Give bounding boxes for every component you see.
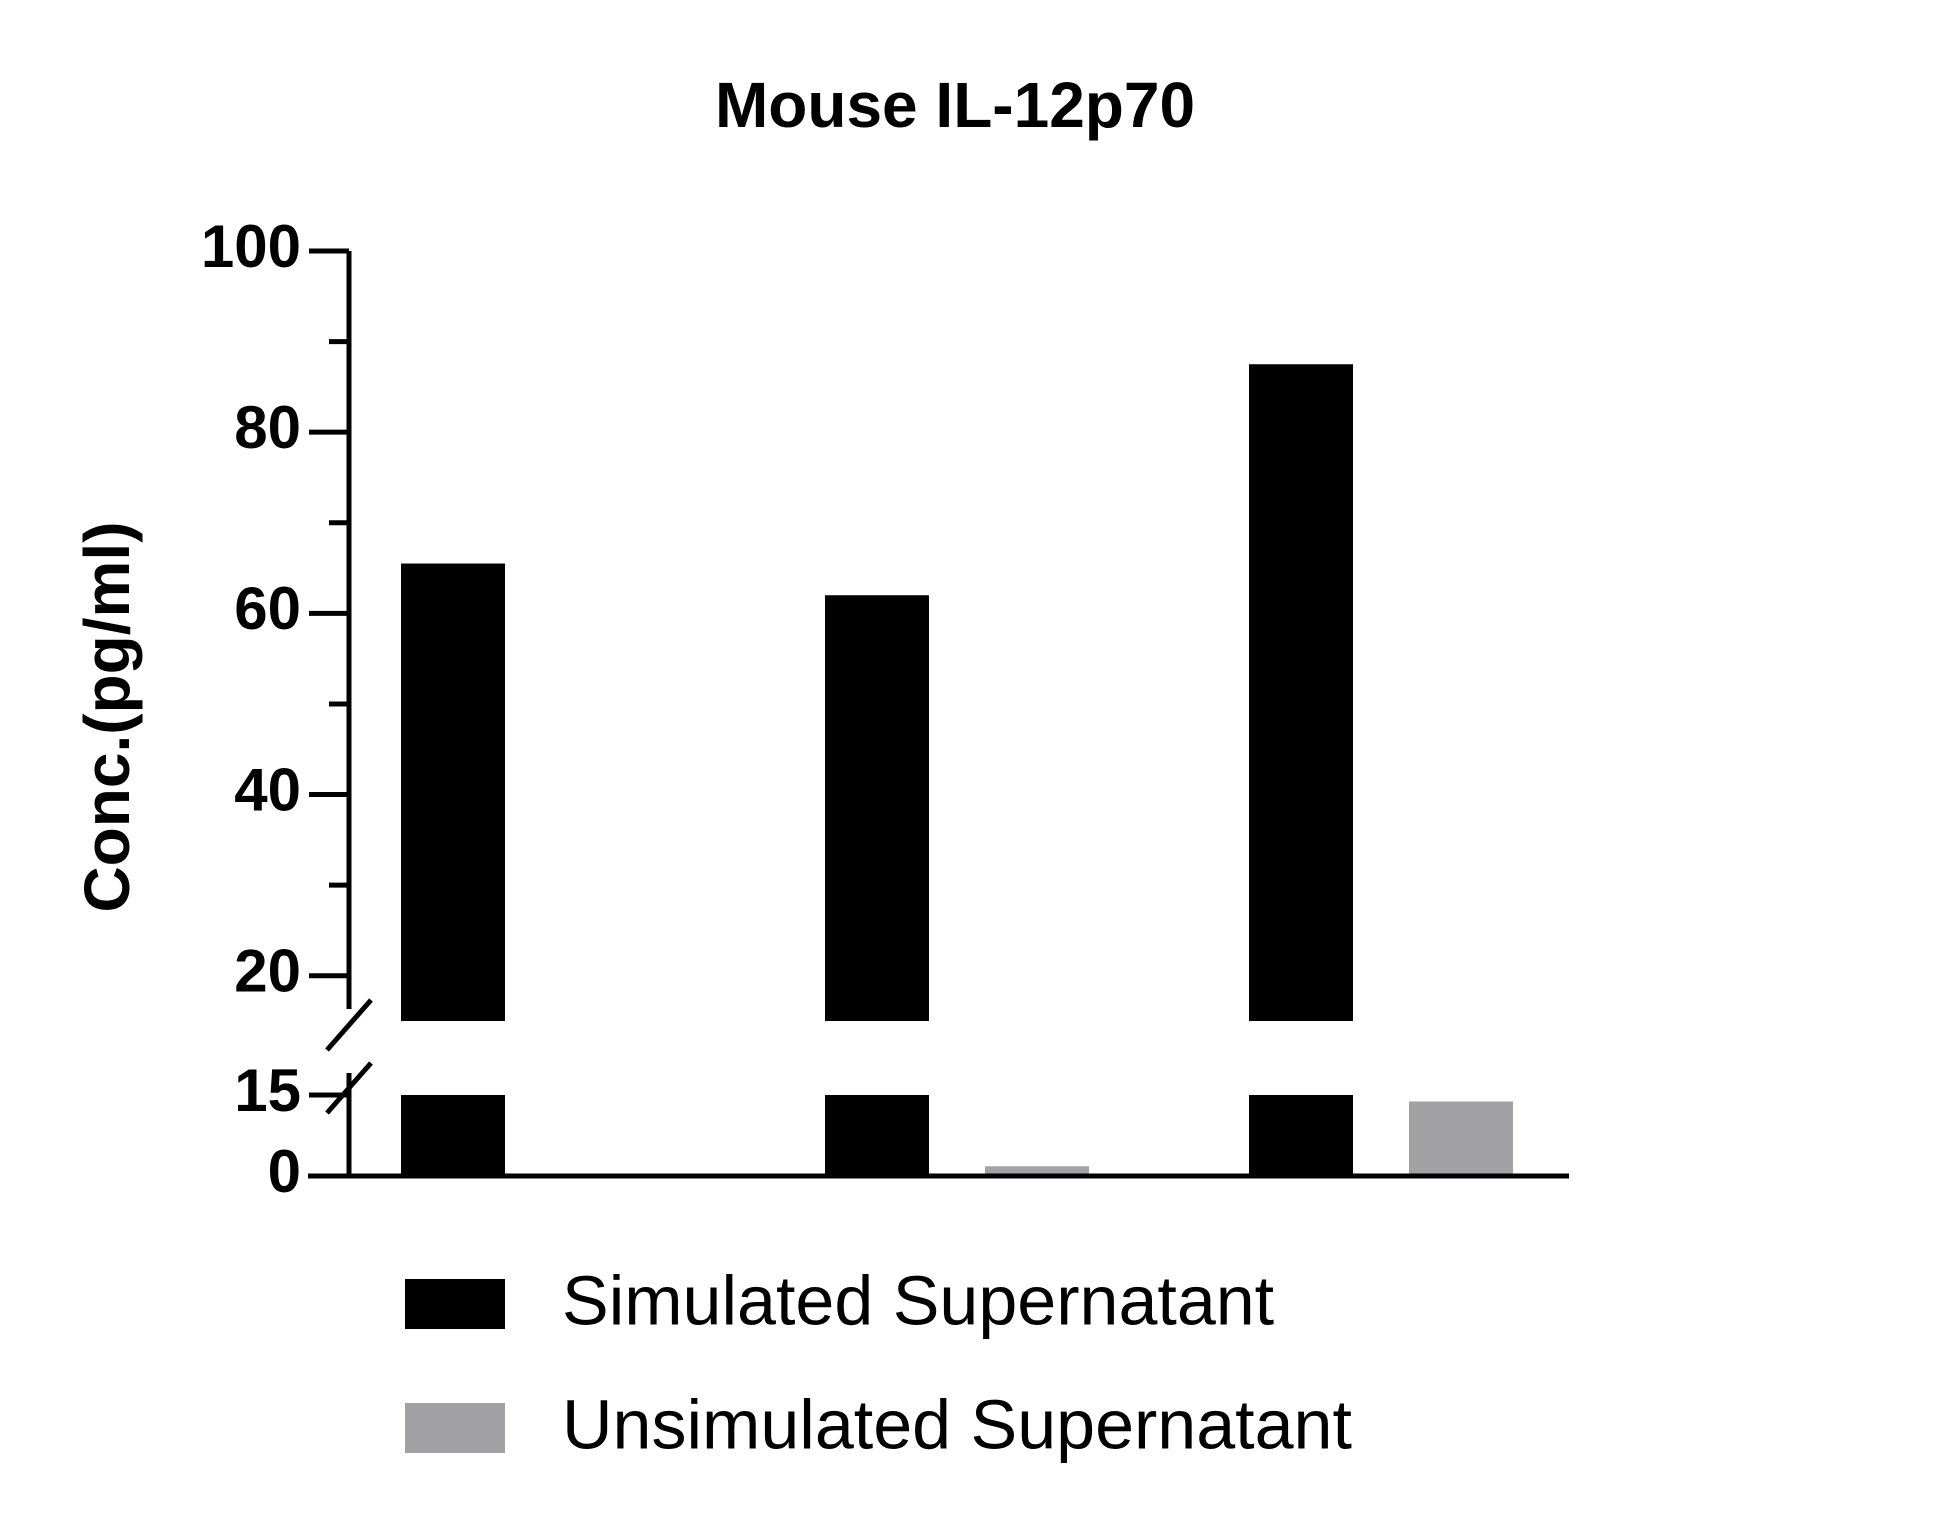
axis-break: [325, 1061, 373, 1115]
y-tick-label: 15: [234, 1057, 301, 1124]
legend-swatch: [405, 1403, 505, 1453]
y-tick-label: 0: [268, 1138, 301, 1205]
bar: [1409, 1101, 1513, 1174]
bar: [1249, 1095, 1353, 1174]
bar: [985, 1166, 1089, 1174]
bar: [401, 1095, 505, 1174]
bar: [825, 1095, 929, 1174]
y-tick-label: 40: [234, 756, 301, 823]
y-tick-label: 80: [234, 394, 301, 461]
legend-label: Simulated Supernatant: [562, 1261, 1274, 1339]
legend-label: Unsimulated Supernatant: [562, 1385, 1352, 1463]
bar: [1249, 364, 1353, 1021]
y-tick-label: 20: [234, 938, 301, 1005]
axis-break: [325, 998, 373, 1052]
bar: [825, 595, 929, 1021]
chart-title: Mouse IL-12p70: [715, 69, 1195, 141]
bar: [401, 563, 505, 1021]
y-tick-label: 60: [234, 575, 301, 642]
y-tick-label: 100: [201, 213, 301, 280]
legend-swatch: [405, 1279, 505, 1329]
y-axis-title: Conc.(pg/ml): [71, 521, 143, 912]
